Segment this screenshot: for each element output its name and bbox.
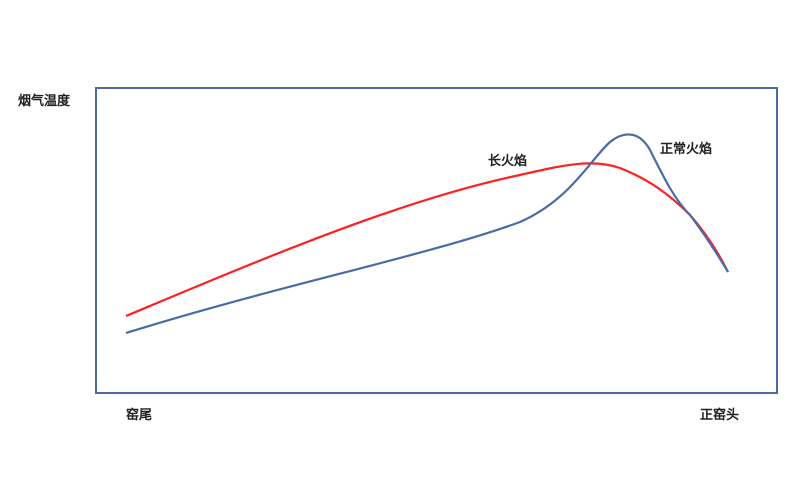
- series-long-flame-curve: [125, 162, 729, 318]
- series-label-long-flame: 长火焰: [488, 154, 528, 169]
- x-start-label: 窑尾: [126, 408, 153, 423]
- series-normal-flame-curve: [125, 133, 729, 335]
- series-label-normal-flame: 正常火焰: [660, 142, 713, 157]
- y-axis-label: 烟气温度: [18, 94, 71, 109]
- x-end-label: 正窑头: [700, 408, 740, 423]
- plot-frame: [95, 87, 778, 394]
